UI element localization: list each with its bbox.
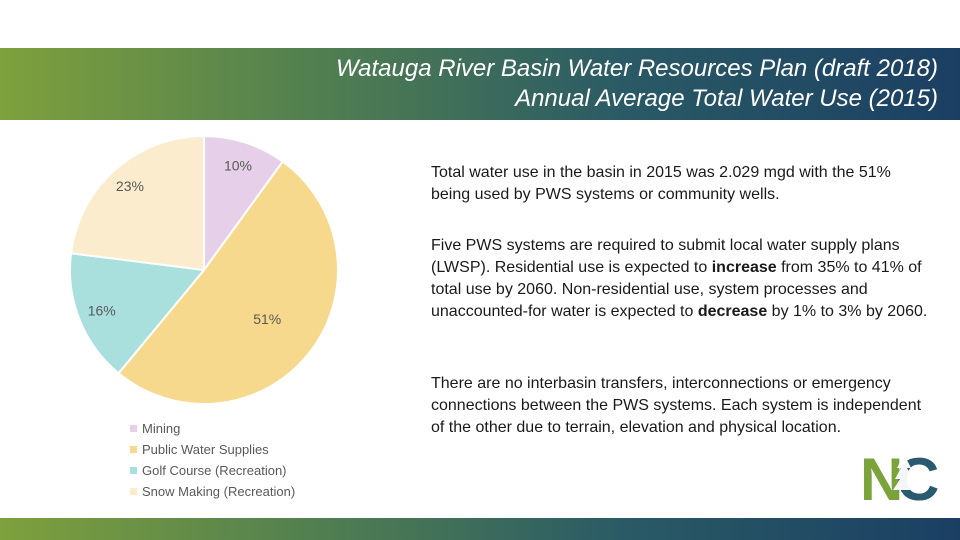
logo-letter-n: N xyxy=(860,446,903,504)
header-band xyxy=(0,48,960,120)
legend-label: Mining xyxy=(142,421,181,436)
p2-text-e: by 1% to 3% by 2060. xyxy=(767,303,928,320)
legend-swatch xyxy=(130,446,137,453)
pie-slice-public-water-supplies xyxy=(117,160,339,405)
footer-band xyxy=(0,518,960,540)
p2-text-a: Five PWS systems are required to submit … xyxy=(431,237,900,276)
pie-slice-golf-course-recreation xyxy=(69,252,206,375)
paragraph-lwsp: Five PWS systems are required to submit … xyxy=(431,235,931,323)
slide-title-line-1: Watauga River Basin Water Resources Plan… xyxy=(335,55,938,82)
legend-item-golf-course: Golf Course (Recreation) xyxy=(130,460,295,481)
tree-icon xyxy=(893,454,915,490)
paragraph-interbasin: There are no interbasin transfers, inter… xyxy=(431,375,922,436)
legend-item-public-water-supplies: Public Water Supplies xyxy=(130,439,295,460)
legend-label: Golf Course (Recreation) xyxy=(142,463,287,478)
data-label: 16% xyxy=(88,302,116,318)
pie-slice-mining xyxy=(203,134,285,274)
data-label: 10% xyxy=(224,157,252,173)
p2-bold-increase: increase xyxy=(711,259,777,276)
data-label: 23% xyxy=(116,178,144,194)
legend-label: Public Water Supplies xyxy=(142,442,269,457)
p2-text-c: from 35% to 41% of total use by 2060. No… xyxy=(431,259,922,320)
chart-legend: Mining Public Water Supplies Golf Course… xyxy=(130,418,295,502)
pie-slice-snow-making-recreation xyxy=(69,134,205,272)
slide-title-line-2: Annual Average Total Water Use (2015) xyxy=(515,85,938,112)
legend-swatch xyxy=(130,425,137,432)
nc-logo: N C xyxy=(860,446,939,504)
paragraph-total-use: Total water use in the basin in 2015 was… xyxy=(431,164,891,203)
legend-label: Snow Making (Recreation) xyxy=(142,484,296,499)
legend-item-snow-making: Snow Making (Recreation) xyxy=(130,481,295,502)
data-label: 51% xyxy=(253,311,281,327)
legend-swatch xyxy=(130,467,137,474)
legend-item-mining: Mining xyxy=(130,418,295,439)
p2-bold-decrease: decrease xyxy=(697,303,768,320)
legend-swatch xyxy=(130,488,137,495)
